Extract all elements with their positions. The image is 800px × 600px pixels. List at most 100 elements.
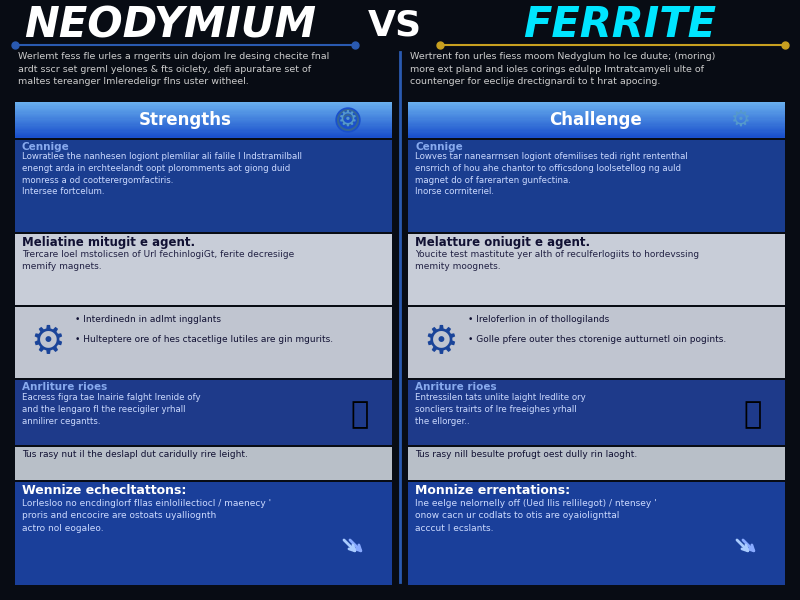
Text: Tus rasy nut il the deslapl dut caridully rire leight.: Tus rasy nut il the deslapl dut caridull…	[22, 450, 248, 459]
Text: Strengths: Strengths	[138, 111, 231, 129]
Bar	[15, 135, 392, 137]
Bar	[15, 130, 392, 132]
Bar	[408, 130, 785, 132]
Bar	[408, 307, 785, 378]
Bar	[15, 122, 392, 124]
Bar	[15, 106, 392, 108]
Bar	[408, 135, 785, 137]
Bar	[408, 131, 785, 133]
Bar	[15, 105, 392, 107]
Text: Cennige: Cennige	[415, 142, 462, 152]
Bar	[408, 104, 785, 106]
Bar	[408, 124, 785, 126]
Text: VS: VS	[368, 8, 422, 42]
Bar	[15, 110, 392, 112]
Bar	[408, 113, 785, 115]
Text: Lorlesloo no encdinglorf fllas einlolilectiocl / maenecy '
proris and encocire a: Lorlesloo no encdinglorf fllas einlolile…	[22, 499, 271, 533]
Text: Cennige: Cennige	[22, 142, 70, 152]
Bar	[408, 109, 785, 110]
Bar	[15, 128, 392, 130]
Text: 🤖: 🤖	[351, 401, 369, 430]
Bar	[15, 121, 392, 122]
Bar	[408, 106, 785, 108]
Text: Meliatine mitugit e agent.: Meliatine mitugit e agent.	[22, 236, 195, 249]
Text: Ine eelge nelornelly off (Ued llis rellilegot) / ntensey '
onow cacn ur codlats : Ine eelge nelornelly off (Ued llis relli…	[415, 499, 657, 533]
Bar	[408, 118, 785, 120]
Text: Youcite test mastitute yer alth of reculferlogiits to hordevssing
memity moognet: Youcite test mastitute yer alth of recul…	[415, 250, 699, 271]
Bar	[408, 134, 785, 136]
Bar	[408, 116, 785, 118]
Bar	[15, 101, 392, 103]
Circle shape	[336, 108, 360, 132]
Text: Anriture rioes: Anriture rioes	[415, 382, 497, 392]
Text: Lowratlee the nanhesen logiont plemlilar ali falile l Indstramilball
enengt arda: Lowratlee the nanhesen logiont plemlilar…	[22, 152, 302, 196]
Text: Trercare Ioel mstolicsen of Url fechinlogiGt, ferite decresiige
memify magnets.: Trercare Ioel mstolicsen of Url fechinlo…	[22, 250, 294, 271]
Bar	[15, 234, 392, 305]
Bar	[15, 307, 392, 378]
Bar	[15, 107, 392, 109]
Bar	[408, 380, 785, 445]
Text: Lowves tar nanearrnsen logiont ofemilises tedi right rententhal
ensrrich of hou : Lowves tar nanearrnsen logiont ofemilise…	[415, 152, 688, 196]
Bar	[408, 136, 785, 138]
Text: Anrliture rioes: Anrliture rioes	[22, 382, 107, 392]
Bar	[15, 482, 392, 585]
Text: Wertrent fon urles fiess moom Nedyglum ho Ice duute; (moring)
more ext pland and: Wertrent fon urles fiess moom Nedyglum h…	[410, 52, 715, 86]
Text: • Ireloferlion in of thollogilands: • Ireloferlion in of thollogilands	[468, 315, 610, 324]
Bar	[15, 119, 392, 121]
Bar	[15, 129, 392, 131]
Bar	[15, 113, 392, 115]
Bar	[15, 123, 392, 125]
Bar	[15, 140, 392, 232]
Text: • Golle pfere outer thes ctorenige autturnetl oin pogints.: • Golle pfere outer thes ctorenige auttu…	[468, 335, 726, 344]
Bar	[15, 115, 392, 116]
Bar	[408, 111, 785, 113]
Bar	[15, 111, 392, 113]
Text: ⚙: ⚙	[338, 110, 358, 130]
Bar	[408, 129, 785, 131]
Bar	[15, 109, 392, 110]
Text: Challenge: Challenge	[549, 111, 642, 129]
Bar	[408, 140, 785, 232]
Text: 🤖: 🤖	[744, 401, 762, 430]
Text: Eacress figra tae Inairie falght Irenide ofy
and the lengaro fl the reecigiler y: Eacress figra tae Inairie falght Irenide…	[22, 393, 201, 425]
Bar	[15, 117, 392, 119]
Text: Monnize errentations:: Monnize errentations:	[415, 484, 570, 497]
Bar	[408, 133, 785, 134]
Bar	[408, 127, 785, 128]
Bar	[408, 128, 785, 130]
Text: • Interdinedn in adlmt ingglants: • Interdinedn in adlmt ingglants	[75, 315, 221, 324]
Bar	[408, 117, 785, 119]
Text: Entressilen tats unlite laight Iredlite ory
soncliers trairts of Ire freeighes y: Entressilen tats unlite laight Iredlite …	[415, 393, 586, 425]
Bar	[15, 127, 392, 128]
Bar	[408, 123, 785, 125]
Bar	[15, 103, 392, 104]
Bar	[408, 115, 785, 116]
Bar	[408, 121, 785, 122]
Text: FERRITE: FERRITE	[523, 4, 717, 46]
Text: ⚙: ⚙	[30, 323, 66, 361]
Bar	[15, 112, 392, 114]
Bar	[408, 482, 785, 585]
Bar	[408, 119, 785, 121]
Bar	[408, 234, 785, 305]
Bar	[408, 103, 785, 104]
Text: Werlemt fess fle urles a rngerits uin dojom Ire desing checite fnal
ardt sscr se: Werlemt fess fle urles a rngerits uin do…	[18, 52, 330, 86]
Bar	[15, 116, 392, 118]
Bar	[408, 101, 785, 103]
Text: Tus rasy nill besulte profugt oest dully rin laoght.: Tus rasy nill besulte profugt oest dully…	[415, 450, 638, 459]
Bar	[408, 447, 785, 480]
Bar	[408, 122, 785, 124]
Bar	[15, 118, 392, 120]
Bar	[15, 133, 392, 134]
Text: NEODYMIUM: NEODYMIUM	[24, 4, 316, 46]
Text: ⚙: ⚙	[731, 110, 751, 130]
Bar	[15, 104, 392, 106]
Bar	[408, 105, 785, 107]
Bar	[15, 131, 392, 133]
Bar	[408, 125, 785, 127]
Bar	[408, 112, 785, 114]
Text: ⚙: ⚙	[423, 323, 458, 361]
Bar	[408, 110, 785, 112]
Text: Melatture oniugit e agent.: Melatture oniugit e agent.	[415, 236, 590, 249]
Text: Wennize echecltattons:: Wennize echecltattons:	[22, 484, 186, 497]
